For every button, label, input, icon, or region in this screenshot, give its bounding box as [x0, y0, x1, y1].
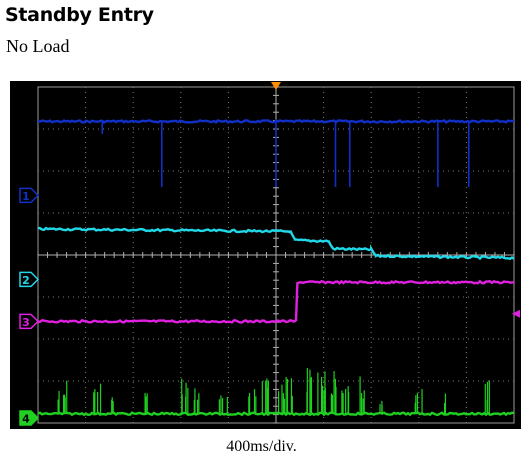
trigger-marker-icon — [271, 82, 281, 90]
channel-marker-shape — [19, 271, 40, 288]
channel-marker-ch1: 1 — [19, 187, 40, 204]
channel-marker-shape — [19, 410, 40, 426]
channel-marker-ch3: 3 — [19, 313, 40, 330]
trigger-level-icon — [512, 309, 520, 318]
channel-marker-shape — [19, 313, 40, 330]
series-line-ch4 — [37, 411, 515, 417]
channel-marker-label: 2 — [22, 274, 30, 287]
oscilloscope-plot: 1 2 3 4 — [19, 82, 520, 426]
oscilloscope-display: 1 2 3 4 — [10, 81, 521, 429]
channel-marker-ch2: 2 — [19, 271, 40, 288]
timebase-label: 400ms/div. — [226, 438, 297, 455]
series-line-ch3 — [37, 279, 515, 324]
channel-marker-shape — [19, 187, 40, 204]
channel-marker-label: 3 — [22, 316, 30, 329]
channel-marker-ch4: 4 — [19, 410, 40, 426]
chart-title: Standby Entry — [5, 4, 154, 26]
chart-subtitle: No Load — [6, 36, 70, 56]
channel-marker-label: 4 — [22, 412, 30, 425]
series-line-ch1 — [37, 119, 515, 124]
series-line-ch2 — [37, 226, 515, 261]
channel-marker-label: 1 — [22, 190, 30, 203]
